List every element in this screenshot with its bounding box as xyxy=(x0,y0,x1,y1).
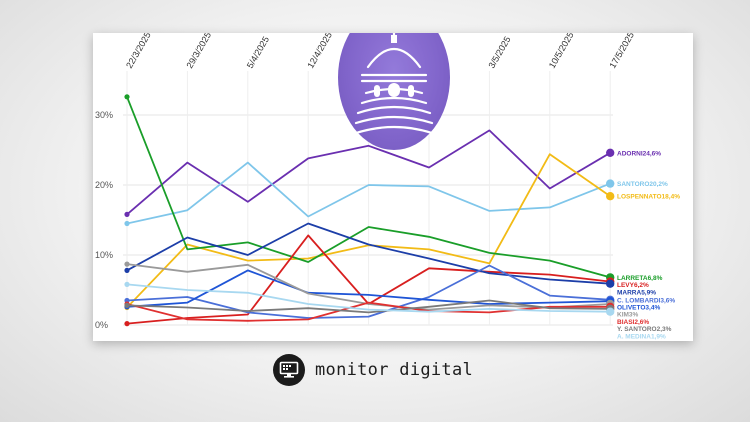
series-end-point xyxy=(606,279,615,288)
x-tick-label: 29/3/2025 xyxy=(184,33,213,70)
series-start-point xyxy=(124,220,130,227)
series-line xyxy=(126,264,612,319)
x-tick-label: 12/4/2025 xyxy=(305,33,334,70)
x-tick-label: 3/5/2025 xyxy=(486,35,512,70)
series-end-label: LOSPENNATO18,4% xyxy=(617,194,680,201)
brand: monitor digital xyxy=(273,353,473,387)
line-chart: 22/3/2025 29/3/2025 5/4/2025 12/4/2025 3/5/2… xyxy=(95,33,680,340)
series-line xyxy=(126,269,612,308)
series-line xyxy=(126,283,612,313)
series-start-point xyxy=(124,94,130,100)
y-tick-label: 30% xyxy=(95,110,113,120)
series-start-point xyxy=(124,211,130,217)
series-end-label: SANTORO20,2% xyxy=(617,181,668,188)
series-start-point xyxy=(124,267,130,273)
series-end-point xyxy=(606,192,615,201)
series-end-label: A. MEDINA1,9% xyxy=(617,333,666,340)
series-line xyxy=(126,161,612,225)
series-start-point xyxy=(124,302,130,308)
series-line xyxy=(126,222,612,285)
series-line xyxy=(126,129,612,216)
x-tick-label: 22/3/2025 xyxy=(124,33,153,70)
series-line xyxy=(126,299,612,314)
series-end-point xyxy=(606,148,615,157)
series-end-label: ADORNI24,6% xyxy=(617,150,661,157)
y-tick-label: 0% xyxy=(95,320,108,330)
x-tick-label: 5/4/2025 xyxy=(245,35,271,70)
series-end-point xyxy=(606,307,615,316)
brand-name: monitor digital xyxy=(315,360,474,380)
series-line xyxy=(126,263,612,311)
series-end-label: BIASI2,6% xyxy=(617,319,649,326)
series-end-label: LEVY6,2% xyxy=(617,282,649,289)
x-tick-label: 17/5/2025 xyxy=(607,33,636,70)
series-start-point xyxy=(124,321,130,327)
series-line xyxy=(126,95,612,279)
series-end-label: Y. SANTORO2,3% xyxy=(617,326,672,333)
series-end-label: C. LOMBARDI3,6% xyxy=(617,297,675,304)
x-tick-label: 10/5/2025 xyxy=(547,33,576,70)
series-start-point xyxy=(124,261,130,267)
monitor-icon xyxy=(273,354,305,386)
series-end-point xyxy=(606,179,615,188)
series-end-label: KIM3% xyxy=(617,312,639,319)
series-start-point xyxy=(124,281,130,287)
series-end-label: LARRETA6,8% xyxy=(617,275,663,282)
series-end-label: MARRA5,9% xyxy=(617,289,656,296)
series-line xyxy=(126,301,612,322)
chart-card: 22/3/2025 29/3/2025 5/4/2025 12/4/2025 3/5/2… xyxy=(93,33,693,341)
y-tick-label: 10% xyxy=(95,250,113,260)
series-end-label: OLIVETO3,4% xyxy=(617,305,660,312)
y-tick-label: 20% xyxy=(95,180,113,190)
dome-logo-icon xyxy=(338,33,450,150)
